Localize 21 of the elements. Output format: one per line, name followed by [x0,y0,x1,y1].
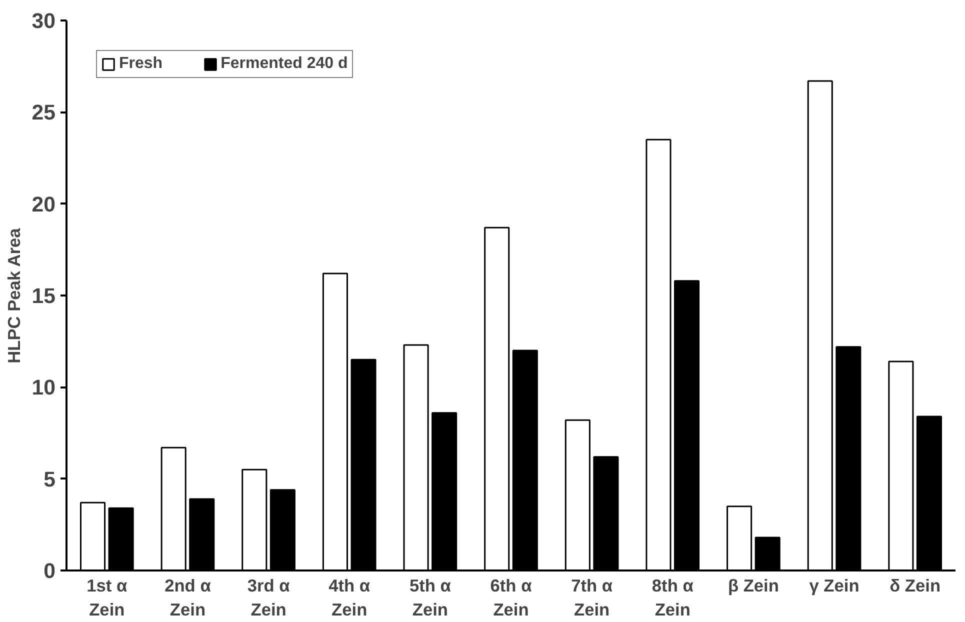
x-tick-label: 1st α Zein [86,576,128,620]
x-tick-label: 2nd α Zein [164,576,212,620]
x-tick-label: γ Zein [809,576,860,596]
x-tick-label: β Zein [728,576,779,596]
y-tick-label: 25 [32,100,56,125]
y-tick-label: 10 [32,376,56,400]
x-tick-label: δ Zein [890,576,941,596]
y-tick-label: 20 [32,192,56,216]
x-tick-label: 6th α Zein [490,576,532,620]
legend-label: Fermented 240 d [220,55,348,73]
y-axis-title: HLPC Peak Area [4,228,24,364]
x-tick-label: 4th α Zein [328,576,370,620]
y-tick-label: 5 [44,467,56,492]
x-tick-label: 5th α Zein [409,576,452,620]
y-tick-label: 0 [44,559,56,583]
y-tick-label: 30 [32,9,56,33]
x-tick-label: 8th α Zein [652,576,694,620]
legend-label: Fresh [119,55,163,73]
y-tick-label: 15 [32,284,56,308]
x-tick-label: 7th α Zein [571,576,613,620]
x-tick-label: 3rd α Zein [247,576,290,620]
